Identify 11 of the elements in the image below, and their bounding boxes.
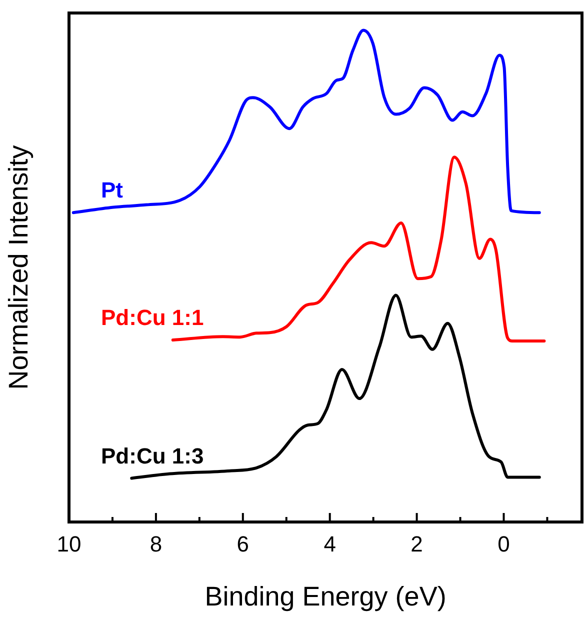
series-label: Pd:Cu 1:1 — [101, 305, 204, 330]
y-axis-title: Normalized Intensity — [4, 144, 34, 390]
x-axis-title: Binding Energy (eV) — [204, 581, 446, 612]
series-label: Pt — [101, 178, 124, 203]
x-tick-label: 10 — [56, 531, 82, 556]
x-tick-label: 6 — [236, 531, 250, 556]
x-tick-label: 8 — [150, 531, 162, 556]
series-label: Pd:Cu 1:3 — [101, 443, 204, 468]
x-tick-label: 2 — [410, 531, 423, 556]
x-tick-label: 0 — [498, 531, 510, 556]
x-tick-label: 4 — [324, 531, 336, 556]
